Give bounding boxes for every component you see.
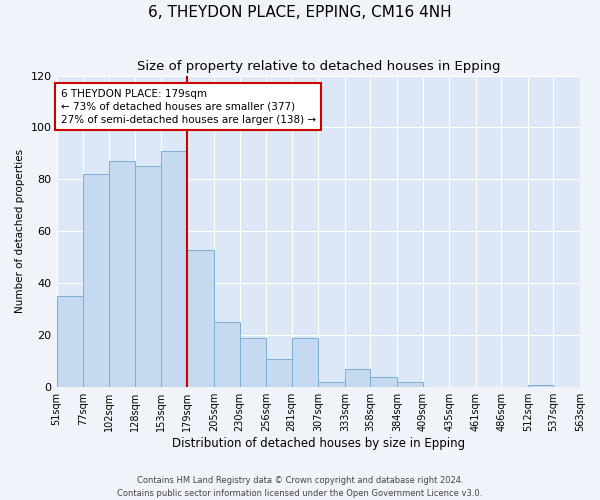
Bar xyxy=(161,151,187,387)
Bar xyxy=(56,296,83,387)
Text: 6 THEYDON PLACE: 179sqm
← 73% of detached houses are smaller (377)
27% of semi-d: 6 THEYDON PLACE: 179sqm ← 73% of detache… xyxy=(61,88,316,125)
Bar xyxy=(239,338,266,387)
Bar xyxy=(370,377,397,387)
Title: Size of property relative to detached houses in Epping: Size of property relative to detached ho… xyxy=(137,60,500,73)
Bar xyxy=(292,338,318,387)
X-axis label: Distribution of detached houses by size in Epping: Distribution of detached houses by size … xyxy=(172,437,465,450)
Bar xyxy=(187,250,214,387)
Text: Contains HM Land Registry data © Crown copyright and database right 2024.
Contai: Contains HM Land Registry data © Crown c… xyxy=(118,476,482,498)
Bar xyxy=(345,369,370,387)
Bar xyxy=(214,322,239,387)
Bar xyxy=(266,358,292,387)
Bar xyxy=(109,162,135,387)
Y-axis label: Number of detached properties: Number of detached properties xyxy=(15,150,25,314)
Bar xyxy=(397,382,422,387)
Bar xyxy=(318,382,345,387)
Bar xyxy=(135,166,161,387)
Text: 6, THEYDON PLACE, EPPING, CM16 4NH: 6, THEYDON PLACE, EPPING, CM16 4NH xyxy=(148,5,452,20)
Bar xyxy=(83,174,109,387)
Bar xyxy=(528,384,553,387)
